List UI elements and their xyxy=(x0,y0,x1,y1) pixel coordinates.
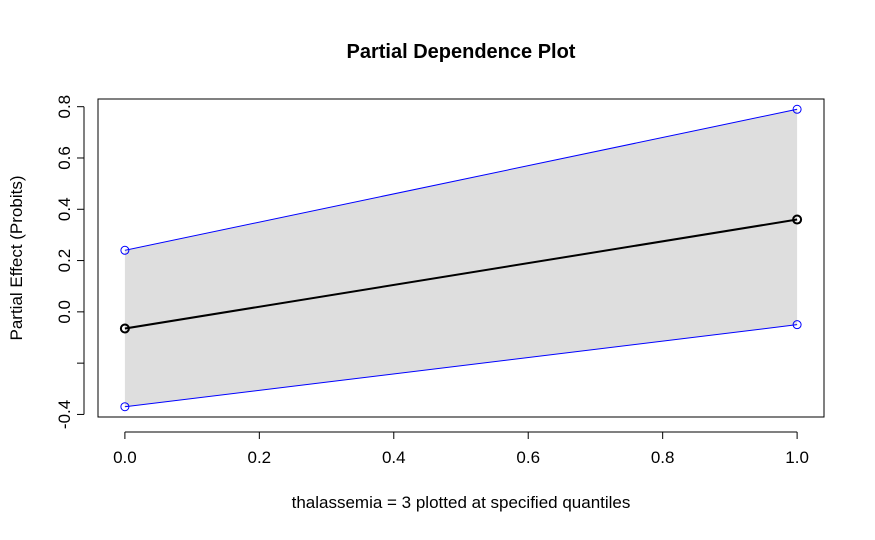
x-tick-label: 0.6 xyxy=(516,448,540,467)
y-tick-label: -0.4 xyxy=(55,400,74,429)
x-tick-label: 0.2 xyxy=(248,448,272,467)
upper-point xyxy=(120,245,130,255)
confidence-band xyxy=(124,109,798,407)
x-axis-label: thalassemia = 3 plotted at specified qua… xyxy=(292,493,631,512)
estimate-point xyxy=(119,323,130,334)
upper-line xyxy=(124,108,798,251)
y-tick-label: 0.6 xyxy=(55,146,74,170)
y-axis-label: Partial Effect (Probits) xyxy=(7,175,26,340)
x-tick-label: 0.8 xyxy=(651,448,675,467)
x-tick-label: 0.4 xyxy=(382,448,406,467)
x-tick-label: 1.0 xyxy=(785,448,809,467)
plot-frame xyxy=(97,98,825,418)
y-tick-label: 0.0 xyxy=(55,300,74,324)
chart-title: Partial Dependence Plot xyxy=(347,41,576,63)
y-tick-label: 0.4 xyxy=(55,197,74,221)
upper-point xyxy=(792,104,802,114)
lower-point xyxy=(120,402,130,412)
lower-line xyxy=(124,324,798,408)
y-tick-label: 0.8 xyxy=(55,95,74,119)
estimate-point xyxy=(792,214,803,225)
estimate-line xyxy=(124,218,798,330)
lower-point xyxy=(792,320,802,330)
y-tick-label: 0.2 xyxy=(55,249,74,273)
x-tick-label: 0.0 xyxy=(113,448,137,467)
